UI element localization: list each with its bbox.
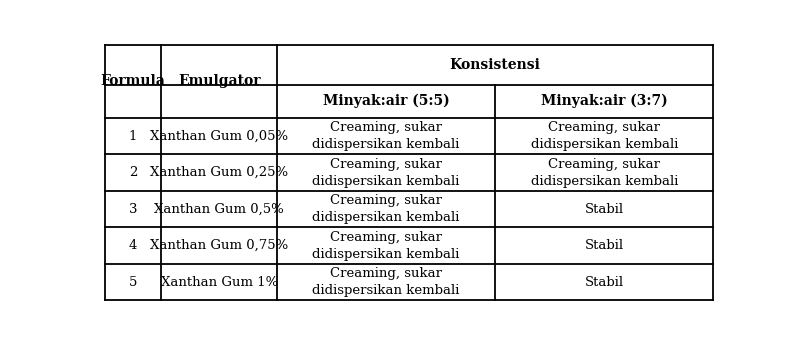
Text: Xanthan Gum 0,75%: Xanthan Gum 0,75% xyxy=(150,239,288,252)
Text: Xanthan Gum 1%: Xanthan Gum 1% xyxy=(160,276,278,289)
Text: Minyak:air (3:7): Minyak:air (3:7) xyxy=(541,94,668,108)
Text: Minyak:air (5:5): Minyak:air (5:5) xyxy=(322,94,449,108)
Text: Stabil: Stabil xyxy=(585,202,624,215)
Text: 5: 5 xyxy=(128,276,137,289)
Text: 2: 2 xyxy=(128,166,137,179)
Text: Stabil: Stabil xyxy=(585,239,624,252)
Text: Creaming, sukar
didispersikan kembali: Creaming, sukar didispersikan kembali xyxy=(531,121,678,151)
Text: Creaming, sukar
didispersikan kembali: Creaming, sukar didispersikan kembali xyxy=(313,267,460,297)
Text: Creaming, sukar
didispersikan kembali: Creaming, sukar didispersikan kembali xyxy=(313,194,460,224)
Text: Konsistensi: Konsistensi xyxy=(450,58,540,72)
Text: 4: 4 xyxy=(128,239,137,252)
Text: Xanthan Gum 0,5%: Xanthan Gum 0,5% xyxy=(154,202,284,215)
Text: 1: 1 xyxy=(128,130,137,143)
Text: Creaming, sukar
didispersikan kembali: Creaming, sukar didispersikan kembali xyxy=(531,158,678,187)
Text: Stabil: Stabil xyxy=(585,276,624,289)
Text: Xanthan Gum 0,25%: Xanthan Gum 0,25% xyxy=(150,166,288,179)
Text: Creaming, sukar
didispersikan kembali: Creaming, sukar didispersikan kembali xyxy=(313,121,460,151)
Text: Formula: Formula xyxy=(101,75,165,88)
Text: Emulgator: Emulgator xyxy=(178,75,260,88)
Text: 3: 3 xyxy=(128,202,137,215)
Text: Creaming, sukar
didispersikan kembali: Creaming, sukar didispersikan kembali xyxy=(313,158,460,187)
Text: Creaming, sukar
didispersikan kembali: Creaming, sukar didispersikan kembali xyxy=(313,231,460,261)
Text: Xanthan Gum 0,05%: Xanthan Gum 0,05% xyxy=(150,130,288,143)
